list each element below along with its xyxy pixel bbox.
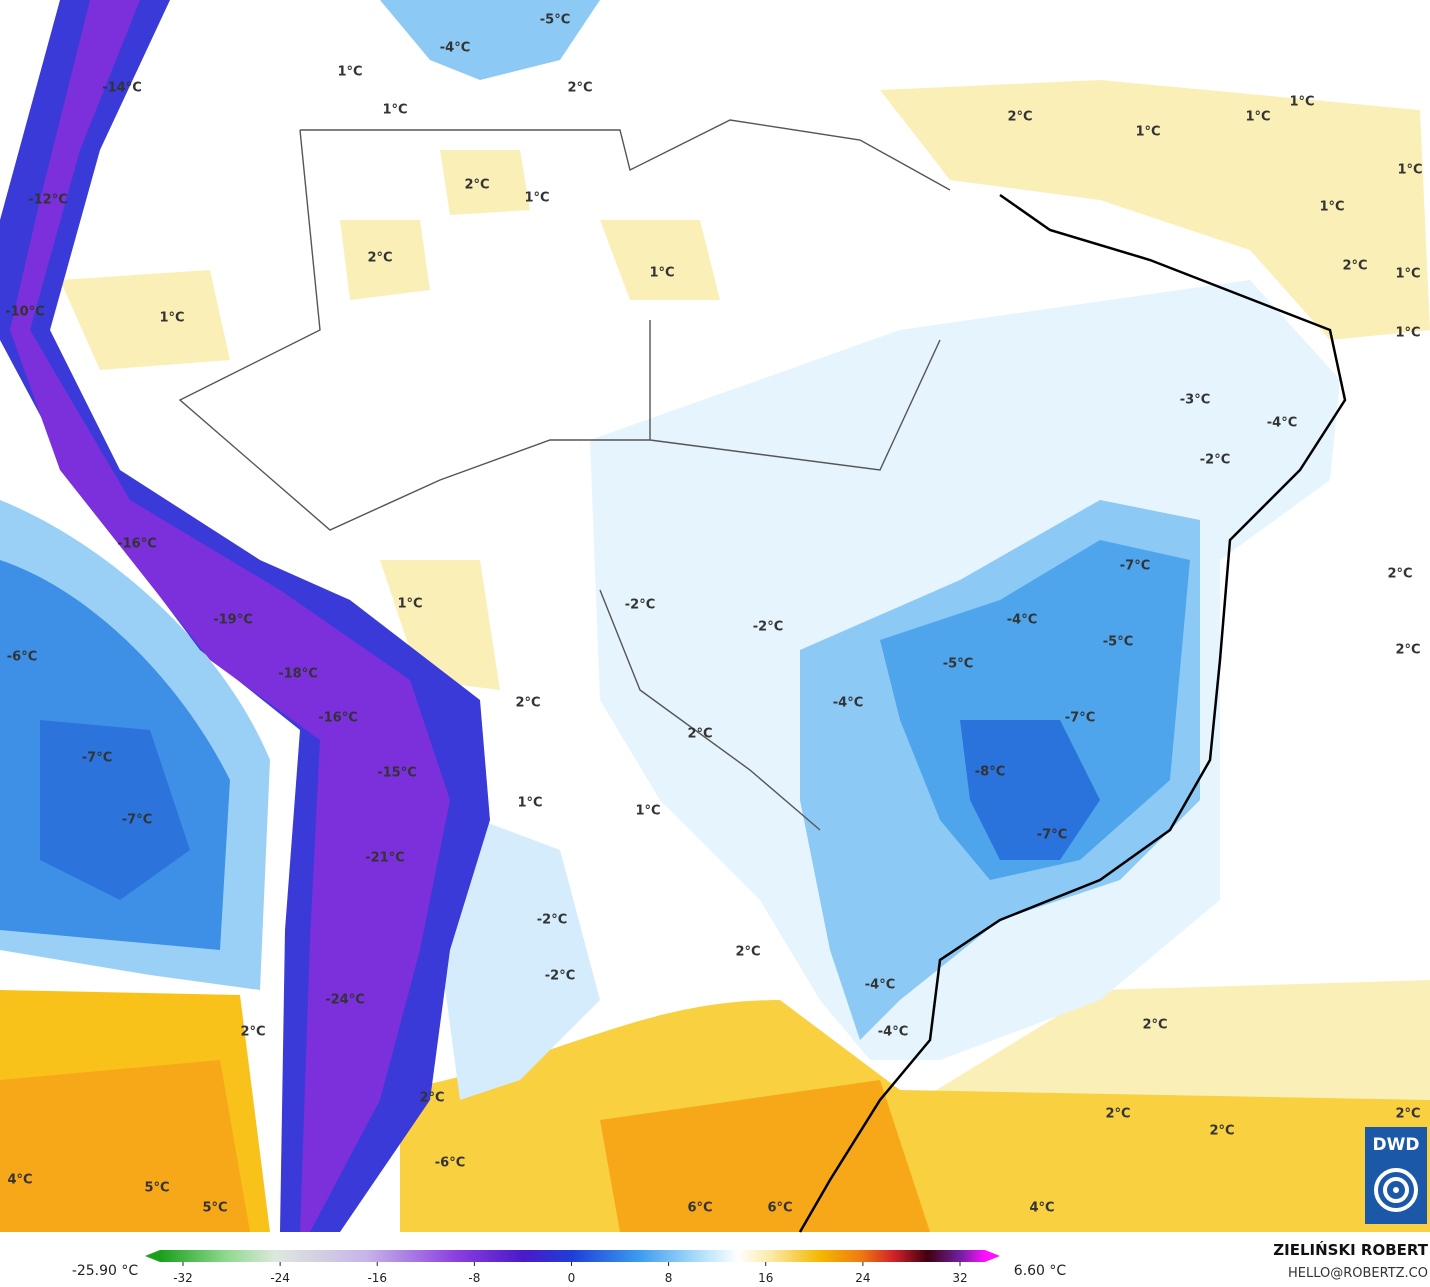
temperature-label: -3°C: [1180, 393, 1210, 408]
temperature-label: -7°C: [1037, 828, 1067, 843]
temperature-label: -7°C: [1065, 711, 1095, 726]
temperature-label: 1°C: [1319, 200, 1344, 215]
colorbar-tick-label: -16: [367, 1271, 387, 1285]
temperature-label: 1°C: [635, 804, 660, 819]
temperature-labels: -5°C -4°C 1°C 2°C 1°C -14°C 2°C 1°C 1°C 1°C 2°C 1°C…: [5, 13, 1422, 1216]
dwd-logo: DWD: [1365, 1127, 1427, 1224]
colorbar-tick-label: 16: [758, 1271, 773, 1285]
temperature-label: -19°C: [213, 613, 253, 628]
temperature-label: 2°C: [1342, 259, 1367, 274]
temperature-label: -21°C: [365, 851, 405, 866]
temperature-label: 5°C: [202, 1201, 227, 1216]
temperature-label: -5°C: [1103, 635, 1133, 650]
temperature-label: -24°C: [325, 993, 365, 1008]
temperature-label: 2°C: [367, 251, 392, 266]
temperature-label: -4°C: [878, 1025, 908, 1040]
temperature-label: -4°C: [833, 696, 863, 711]
temperature-label: -2°C: [625, 598, 655, 613]
colorbar-tick-label: -8: [468, 1271, 480, 1285]
temperature-label: 2°C: [240, 1025, 265, 1040]
temperature-label: -2°C: [537, 913, 567, 928]
colorbar-tick-label: 8: [665, 1271, 673, 1285]
temperature-label: 1°C: [1395, 326, 1420, 341]
temperature-label: -5°C: [943, 657, 973, 672]
colorbar-tick-label: 0: [568, 1271, 576, 1285]
logo-text: DWD: [1373, 1135, 1420, 1155]
temperature-label: 1°C: [337, 65, 362, 80]
temperature-label: 2°C: [1142, 1018, 1167, 1033]
temperature-label: 6°C: [767, 1201, 792, 1216]
temperature-label: -10°C: [5, 305, 45, 320]
temperature-label: 1°C: [1397, 163, 1422, 178]
temperature-label: -18°C: [278, 667, 318, 682]
temperature-label: -8°C: [975, 765, 1005, 780]
temperature-label: 6°C: [687, 1201, 712, 1216]
colorbar-tick-label: -32: [173, 1271, 193, 1285]
colorbar-tick-label: 24: [855, 1271, 870, 1285]
colorbar-tick-label: -24: [270, 1271, 290, 1285]
author: ZIELIŃSKI ROBERT: [1273, 1240, 1428, 1259]
temperature-label: 2°C: [735, 945, 760, 960]
temperature-label: 2°C: [687, 727, 712, 742]
temperature-label: 2°C: [567, 81, 592, 96]
map-area: [0, 0, 1430, 1233]
temperature-label: -7°C: [1120, 559, 1150, 574]
colorbar-tick-label: 32: [952, 1271, 967, 1285]
max-label: 6.60 °C: [1014, 1263, 1067, 1279]
temperature-label: 1°C: [1135, 125, 1160, 140]
temperature-label: -6°C: [7, 650, 37, 665]
temperature-label: 1°C: [649, 266, 674, 281]
temperature-label: 2°C: [1395, 1107, 1420, 1122]
temperature-label: -4°C: [1267, 416, 1297, 431]
temperature-label: -4°C: [865, 978, 895, 993]
temperature-label: -4°C: [1007, 613, 1037, 628]
temperature-label: -7°C: [122, 813, 152, 828]
temperature-label: 2°C: [1395, 643, 1420, 658]
temperature-label: 2°C: [464, 178, 489, 193]
temperature-label: -14°C: [102, 81, 142, 96]
temperature-label: 1°C: [397, 597, 422, 612]
temperature-label: 4°C: [7, 1173, 32, 1188]
min-label: -25.90 °C: [72, 1263, 139, 1279]
temperature-label: -2°C: [753, 620, 783, 635]
temperature-label: 2°C: [515, 696, 540, 711]
temperature-label: -2°C: [1200, 453, 1230, 468]
temperature-label: -6°C: [435, 1156, 465, 1171]
temperature-label: -15°C: [377, 766, 417, 781]
temperature-label: 2°C: [1209, 1124, 1234, 1139]
email: HELLO@ROBERTZ.CO: [1288, 1266, 1428, 1281]
colorbar: -25.90 °C 6.60 °C -32 -24 -16 -8 0 8 16 24 32: [72, 1250, 1067, 1285]
temperature-label: 1°C: [159, 311, 184, 326]
temperature-label: 2°C: [1387, 567, 1412, 582]
temperature-label: 1°C: [1245, 110, 1270, 125]
temperature-label: -5°C: [540, 13, 570, 28]
temperature-label: -7°C: [82, 751, 112, 766]
temperature-label: 1°C: [382, 103, 407, 118]
temperature-label: -16°C: [117, 537, 157, 552]
colorbar-ticks: -32 -24 -16 -8 0 8 16 24 32: [173, 1262, 968, 1285]
temperature-label: -2°C: [545, 969, 575, 984]
temperature-label: -16°C: [318, 711, 358, 726]
temperature-label: 2°C: [419, 1091, 444, 1106]
temperature-label: 2°C: [1007, 110, 1032, 125]
temperature-label: 1°C: [524, 191, 549, 206]
temperature-label: 1°C: [517, 796, 542, 811]
temperature-label: -4°C: [440, 41, 470, 56]
colorbar-gradient: [160, 1250, 985, 1262]
temperature-label: -12°C: [28, 193, 68, 208]
temperature-label: 1°C: [1289, 95, 1314, 110]
temperature-label: 5°C: [144, 1181, 169, 1196]
temperature-label: 4°C: [1029, 1201, 1054, 1216]
temperature-label: 2°C: [1105, 1107, 1130, 1122]
temperature-label: 1°C: [1395, 267, 1420, 282]
